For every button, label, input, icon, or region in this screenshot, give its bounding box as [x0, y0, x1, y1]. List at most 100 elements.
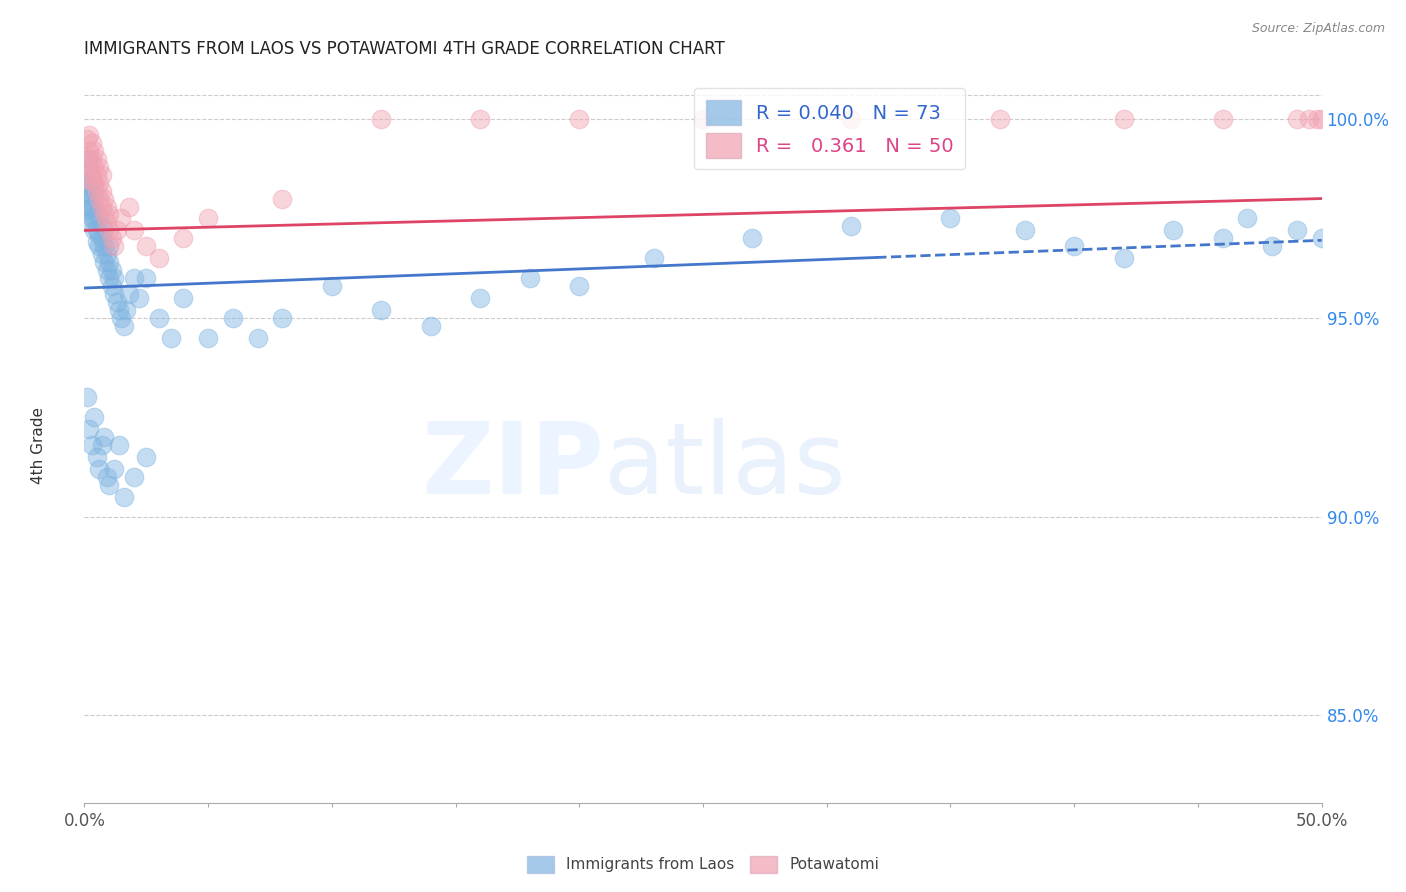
Point: [100, 279, 122, 293]
Point: [89, 462, 111, 476]
Point: [321, 279, 343, 293]
Point: [98, 271, 121, 285]
Point: [103, 271, 125, 285]
Point: [271, 192, 294, 206]
Point: [841, 112, 863, 126]
Point: [83, 184, 105, 198]
Point: [197, 211, 219, 226]
Point: [1014, 223, 1036, 237]
Point: [80, 438, 103, 452]
Text: ZIP: ZIP: [422, 417, 605, 515]
Point: [172, 231, 194, 245]
Point: [1112, 112, 1135, 126]
Point: [105, 223, 128, 237]
Point: [271, 310, 294, 325]
Point: [135, 239, 157, 253]
Point: [568, 112, 591, 126]
Point: [1285, 223, 1308, 237]
Point: [96, 215, 118, 229]
Point: [79, 160, 101, 174]
Point: [96, 263, 118, 277]
Point: [692, 112, 714, 126]
Point: [470, 291, 492, 305]
Point: [108, 302, 131, 317]
Point: [148, 310, 170, 325]
Point: [741, 231, 763, 245]
Point: [80, 200, 103, 214]
Point: [83, 144, 105, 158]
Point: [1212, 231, 1234, 245]
Point: [90, 219, 112, 234]
Point: [93, 430, 115, 444]
Point: [112, 318, 135, 333]
Point: [86, 184, 108, 198]
Point: [112, 490, 135, 504]
Point: [148, 251, 170, 265]
Point: [643, 251, 665, 265]
Point: [79, 163, 101, 178]
Point: [93, 192, 115, 206]
Point: [76, 215, 98, 229]
Point: [370, 302, 392, 317]
Point: [79, 152, 101, 166]
Point: [122, 271, 145, 285]
Point: [89, 227, 111, 242]
Point: [96, 200, 118, 214]
Point: [160, 331, 183, 345]
Point: [89, 211, 111, 226]
Point: [1305, 112, 1327, 126]
Point: [103, 239, 125, 253]
Point: [470, 112, 492, 126]
Point: [83, 223, 105, 237]
Point: [93, 207, 115, 221]
Point: [80, 168, 103, 182]
Point: [90, 231, 112, 245]
Point: [79, 176, 101, 190]
Point: [80, 171, 103, 186]
Point: [86, 223, 108, 237]
Point: [90, 247, 112, 261]
Point: [98, 255, 121, 269]
Point: [79, 422, 101, 436]
Point: [80, 152, 103, 166]
Point: [90, 184, 112, 198]
Point: [1063, 239, 1085, 253]
Point: [1310, 231, 1333, 245]
Point: [98, 477, 121, 491]
Point: [105, 294, 128, 309]
Point: [83, 410, 105, 425]
Point: [93, 239, 115, 253]
Text: 4th Grade: 4th Grade: [31, 408, 46, 484]
Point: [568, 279, 591, 293]
Text: IMMIGRANTS FROM LAOS VS POTAWATOMI 4TH GRADE CORRELATION CHART: IMMIGRANTS FROM LAOS VS POTAWATOMI 4TH G…: [84, 40, 725, 58]
Point: [519, 271, 541, 285]
Point: [128, 291, 150, 305]
Point: [80, 187, 103, 202]
Point: [86, 207, 108, 221]
Point: [83, 176, 105, 190]
Point: [89, 239, 111, 253]
Point: [86, 235, 108, 250]
Point: [76, 171, 98, 186]
Point: [96, 247, 118, 261]
Point: [1212, 112, 1234, 126]
Point: [246, 331, 269, 345]
Point: [1298, 112, 1320, 126]
Point: [98, 239, 121, 253]
Point: [93, 255, 115, 269]
Point: [79, 144, 101, 158]
Point: [76, 132, 98, 146]
Point: [1285, 112, 1308, 126]
Point: [122, 470, 145, 484]
Point: [76, 203, 98, 218]
Legend: Immigrants from Laos, Potawatomi: Immigrants from Laos, Potawatomi: [520, 849, 886, 880]
Point: [83, 160, 105, 174]
Point: [988, 112, 1011, 126]
Point: [135, 450, 157, 464]
Point: [100, 231, 122, 245]
Point: [103, 287, 125, 301]
Point: [90, 200, 112, 214]
Point: [79, 187, 101, 202]
Point: [1161, 223, 1184, 237]
Point: [89, 176, 111, 190]
